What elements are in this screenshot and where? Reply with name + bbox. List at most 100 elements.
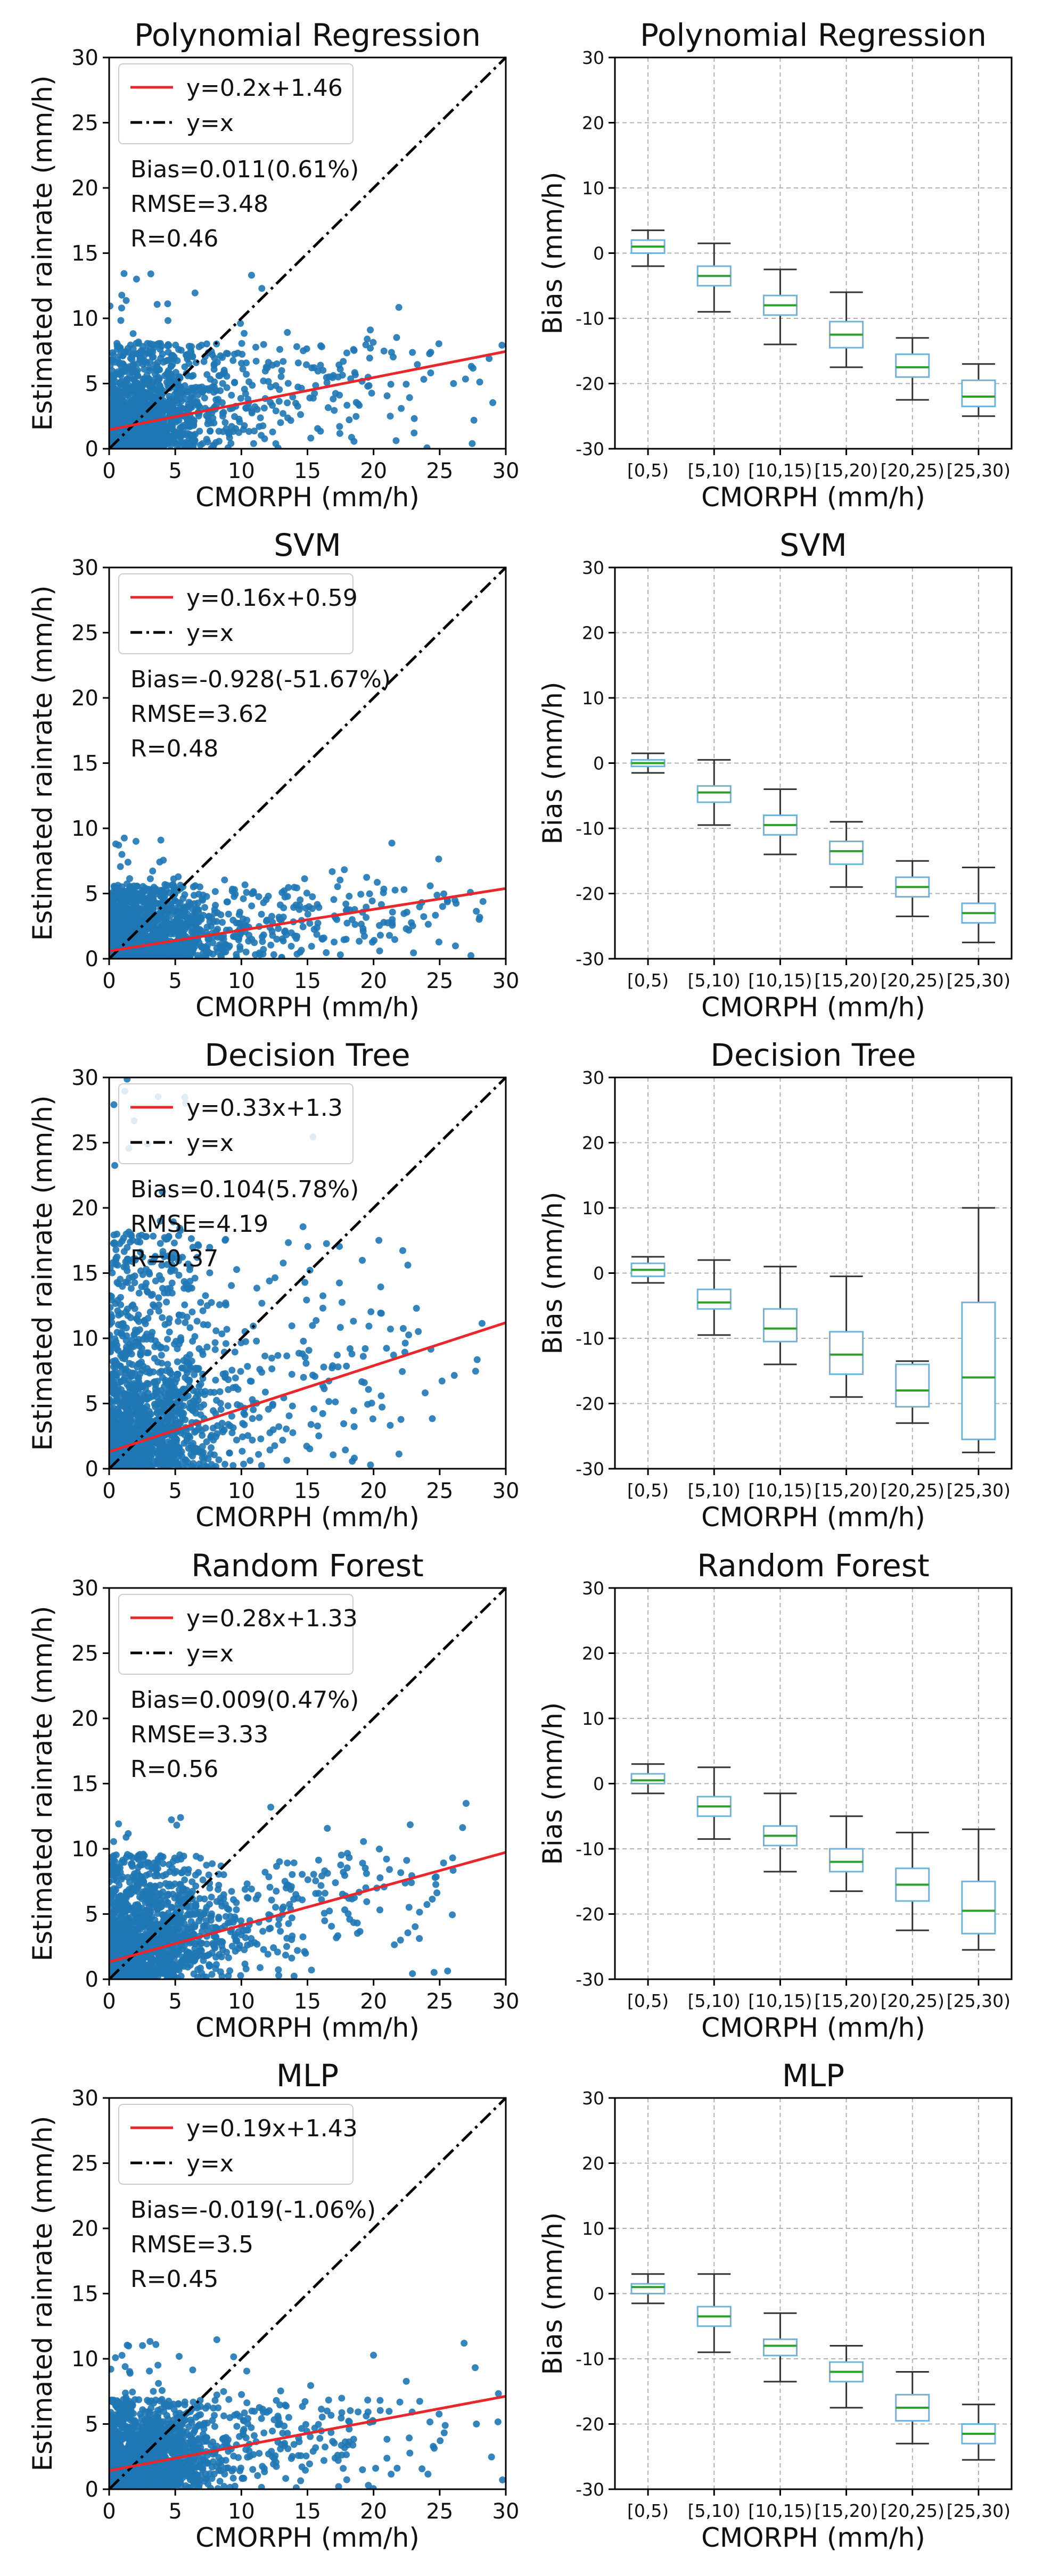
scatter-point [193, 1318, 201, 1325]
scatter-point [137, 954, 144, 959]
scatter-point [128, 1372, 136, 1380]
scatter-point [245, 428, 253, 435]
scatter-point [313, 1317, 320, 1324]
scatter-point [184, 353, 191, 361]
scatter-point [210, 442, 217, 449]
scatter-point [261, 1388, 269, 1396]
scatter-point [315, 904, 323, 911]
y-axis-label: Estimated rainrate (mm/h) [27, 586, 58, 941]
scatter-point [187, 1235, 195, 1242]
scatter-point [154, 1378, 161, 1385]
scatter-point [422, 1389, 429, 1396]
scatter-point [317, 427, 324, 435]
scatter-point [129, 1273, 136, 1281]
y-tick-label: 20 [582, 113, 604, 134]
scatter-point [179, 1385, 187, 1393]
scatter-point [143, 1265, 150, 1273]
scatter-point [127, 1285, 135, 1292]
y-tick-label: 0 [85, 437, 98, 462]
scatter-point [265, 1405, 272, 1413]
scatter-point [178, 1364, 185, 1372]
scatter-point [155, 1307, 162, 1315]
scatter-point [127, 900, 134, 907]
scatter-point [122, 926, 129, 934]
y-tick-label: 25 [71, 1131, 98, 1156]
stat-text: RMSE=3.48 [130, 191, 268, 218]
scatter-point [383, 392, 391, 400]
scatter-point [240, 1410, 248, 1417]
scatter-points [109, 1800, 470, 1979]
scatter-point [288, 1371, 295, 1378]
scatter-point [219, 380, 226, 387]
scatter-point [397, 1415, 405, 1423]
scatter-point [336, 951, 344, 959]
scatter-point [374, 878, 381, 886]
scatter-point [157, 1344, 164, 1352]
scatter-point [110, 1379, 118, 1386]
scatter-point [160, 1253, 168, 1261]
scatter-point [435, 939, 442, 946]
scatter-point [153, 1409, 161, 1417]
scatter-point [186, 1377, 193, 1384]
box-iqr [895, 353, 930, 378]
scatter-point [156, 1458, 163, 1466]
scatter-point [341, 866, 348, 874]
scatter-point [131, 1426, 138, 1433]
scatter-point [195, 918, 203, 925]
scatter-point [268, 912, 275, 920]
scatter-point [319, 1410, 326, 1417]
scatter-point [132, 1382, 139, 1389]
x-tick-label: 15 [294, 459, 321, 483]
scatter-point [152, 1437, 160, 1445]
scatter-point [128, 1351, 135, 1358]
scatter-point [277, 419, 284, 426]
x-tick-label: 20 [360, 969, 387, 993]
scatter-point [158, 1262, 166, 1269]
scatter-point [476, 913, 483, 921]
scatter-point [222, 1299, 229, 1307]
scatter-point [314, 367, 322, 375]
scatter-point [158, 1393, 166, 1400]
category-label: [25,30) [947, 1480, 1011, 1501]
scatter-point [169, 400, 176, 408]
scatter-point [113, 1396, 121, 1404]
scatter-point [348, 434, 355, 441]
box [630, 752, 666, 774]
scatter-point [229, 357, 237, 364]
scatter-point [133, 399, 141, 407]
scatter-point [213, 358, 221, 366]
scatter-point [117, 413, 125, 420]
scatter-point [377, 1392, 385, 1400]
scatter-point [161, 1321, 169, 1328]
scatter-point [190, 1407, 197, 1414]
scatter-point [236, 920, 244, 927]
scatter-point [130, 414, 138, 421]
scatter-points [109, 270, 506, 449]
scatter-point [138, 427, 145, 435]
scatter-point [350, 1423, 358, 1430]
scatter-point [351, 369, 358, 376]
scatter-point [110, 1101, 118, 1108]
scatter-point [206, 1244, 213, 1251]
scatter-point [313, 924, 321, 932]
scatter-point [114, 1440, 121, 1447]
scatter-point [259, 933, 266, 941]
scatter-point [263, 916, 270, 924]
scatter-point [216, 1301, 224, 1308]
scatter-point [140, 1420, 147, 1427]
scatter-point [438, 1377, 446, 1385]
scatter-point [237, 394, 244, 402]
box [829, 821, 864, 888]
scatter-point [155, 1426, 163, 1433]
scatter-point [288, 1914, 295, 1922]
scatter-point [368, 897, 376, 904]
scatter-point [193, 1254, 201, 1261]
scatter-point [324, 404, 332, 411]
scatter-point [242, 359, 250, 367]
scatter-point [356, 937, 363, 945]
scatter-point [426, 882, 434, 890]
scatter-point [298, 947, 305, 954]
scatter-point [112, 1246, 120, 1254]
